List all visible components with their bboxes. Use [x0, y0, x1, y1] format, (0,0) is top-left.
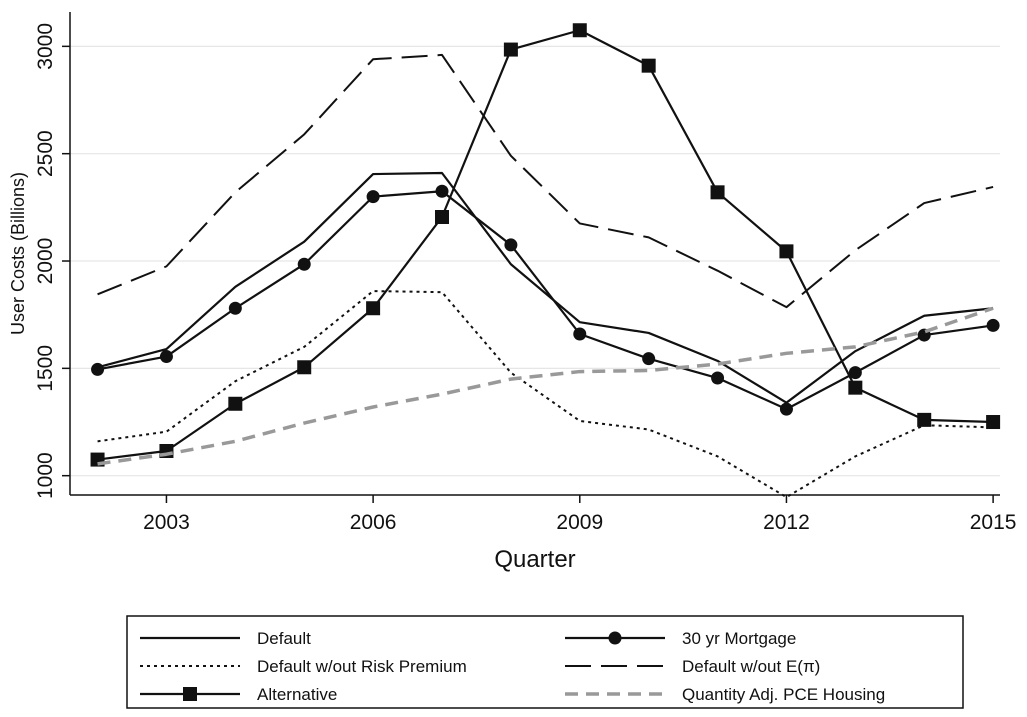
legend-item: Quantity Adj. PCE Housing [565, 685, 885, 704]
legend-label: Quantity Adj. PCE Housing [682, 685, 885, 704]
series-lines [90, 23, 1001, 499]
data-point-circle [504, 238, 518, 252]
data-point-square [848, 380, 863, 395]
series-Default w/out E(π) [97, 53, 994, 309]
series-Default w/out Risk Premium [97, 290, 994, 499]
legend-label: Default [257, 629, 311, 648]
data-point-circle [91, 362, 105, 376]
data-point-square [503, 42, 518, 57]
legend-item: Alternative [140, 685, 337, 704]
data-point-square [435, 210, 449, 225]
data-point-square [986, 415, 1001, 430]
y-axis-ticks: 1000 1500 2000 2500 3000 [34, 23, 70, 499]
series-Quantity Adj. PCE Housing [97, 306, 994, 466]
y-tick-label: 3000 [34, 23, 57, 70]
series-line [97, 190, 994, 411]
x-tick-label: 2003 [143, 511, 190, 534]
data-point-circle [711, 371, 725, 385]
data-point-square [710, 185, 725, 200]
series-Default [97, 171, 994, 404]
y-tick-label: 2000 [34, 238, 57, 285]
data-point-square [297, 360, 312, 375]
data-point-square [917, 412, 932, 427]
data-point-circle [435, 184, 449, 198]
y-tick-label: 1500 [34, 345, 57, 392]
x-tick-label: 2009 [556, 511, 603, 534]
data-point-square [572, 23, 587, 38]
series-Alternative [90, 23, 1001, 467]
y-tick-label: 1000 [34, 452, 57, 499]
series-line [97, 306, 994, 466]
legend-label: 30 yr Mortgage [682, 629, 796, 648]
legend-label: Alternative [257, 685, 337, 704]
legend-entries: Default 30 yr Mortgage Default w/out Risk … [140, 629, 885, 704]
x-tick-label: 2006 [350, 511, 397, 534]
gridlines [70, 45, 1000, 477]
legend-item: 30 yr Mortgage [565, 629, 796, 648]
series-30 yr Mortgage [91, 184, 1000, 416]
data-point-square [228, 396, 243, 411]
data-point-circle [642, 352, 656, 366]
legend-marker-square [183, 687, 197, 701]
legend-label: Default w/out Risk Premium [257, 657, 467, 676]
x-axis-title: Quarter [494, 546, 575, 573]
data-point-circle [366, 190, 380, 204]
legend-item: Default w/out Risk Premium [140, 657, 467, 676]
x-axis-ticks: 2003 2006 2009 2012 2015 [143, 495, 1016, 534]
legend-item: Default w/out E(π) [565, 657, 820, 676]
series-line [97, 171, 994, 404]
series-line [97, 53, 994, 309]
data-point-circle [779, 402, 793, 416]
data-point-circle [573, 327, 587, 341]
y-tick-label: 2500 [34, 130, 57, 177]
legend-item: Default [140, 629, 311, 648]
legend [126, 615, 964, 709]
data-point-circle [228, 301, 242, 315]
x-tick-label: 2012 [763, 511, 810, 534]
data-point-circle [848, 366, 862, 380]
data-point-circle [159, 350, 173, 364]
data-point-square [366, 301, 381, 316]
series-line [97, 29, 994, 461]
data-point-circle [297, 257, 311, 271]
data-point-square [641, 58, 656, 73]
x-tick-label: 2015 [970, 511, 1017, 534]
data-point-square [779, 244, 794, 259]
legend-marker-circle [608, 631, 622, 645]
y-axis-title: User Costs (Billions) [8, 172, 28, 335]
legend-label: Default w/out E(π) [682, 657, 820, 676]
series-line [97, 290, 994, 499]
data-point-circle [986, 318, 1000, 332]
